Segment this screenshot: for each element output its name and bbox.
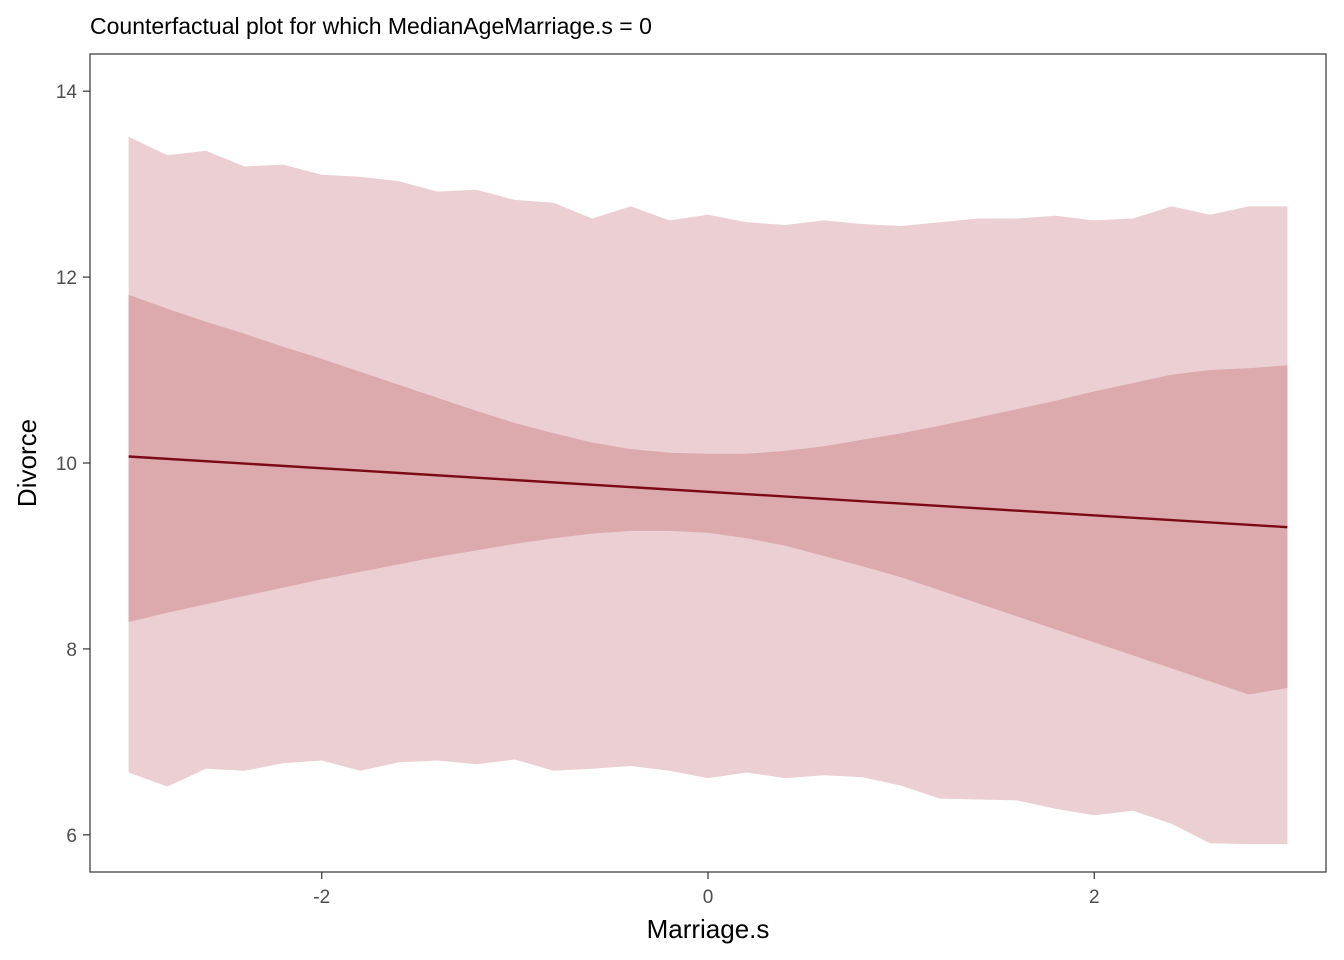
y-axis: 6 8 10 12 14 — [56, 82, 90, 847]
y-tick-label: 12 — [56, 268, 77, 289]
mean-interval-band — [128, 294, 1288, 695]
chart-title: Counterfactual plot for which MedianAgeM… — [90, 13, 652, 39]
mean-regression-line — [128, 455, 1288, 529]
y-tick-label: 8 — [66, 640, 77, 661]
x-tick-label: 2 — [1089, 887, 1100, 908]
x-axis: -2 0 2 — [313, 872, 1100, 908]
y-tick-label: 6 — [66, 826, 77, 847]
y-tick-label: 10 — [56, 454, 77, 475]
x-tick-label: 0 — [703, 887, 714, 908]
x-tick-label: -2 — [313, 887, 330, 908]
x-axis-title: Marriage.s — [647, 914, 770, 944]
y-axis-title: Divorce — [12, 419, 42, 507]
plot-area — [128, 136, 1288, 845]
y-tick-label: 14 — [56, 82, 78, 103]
